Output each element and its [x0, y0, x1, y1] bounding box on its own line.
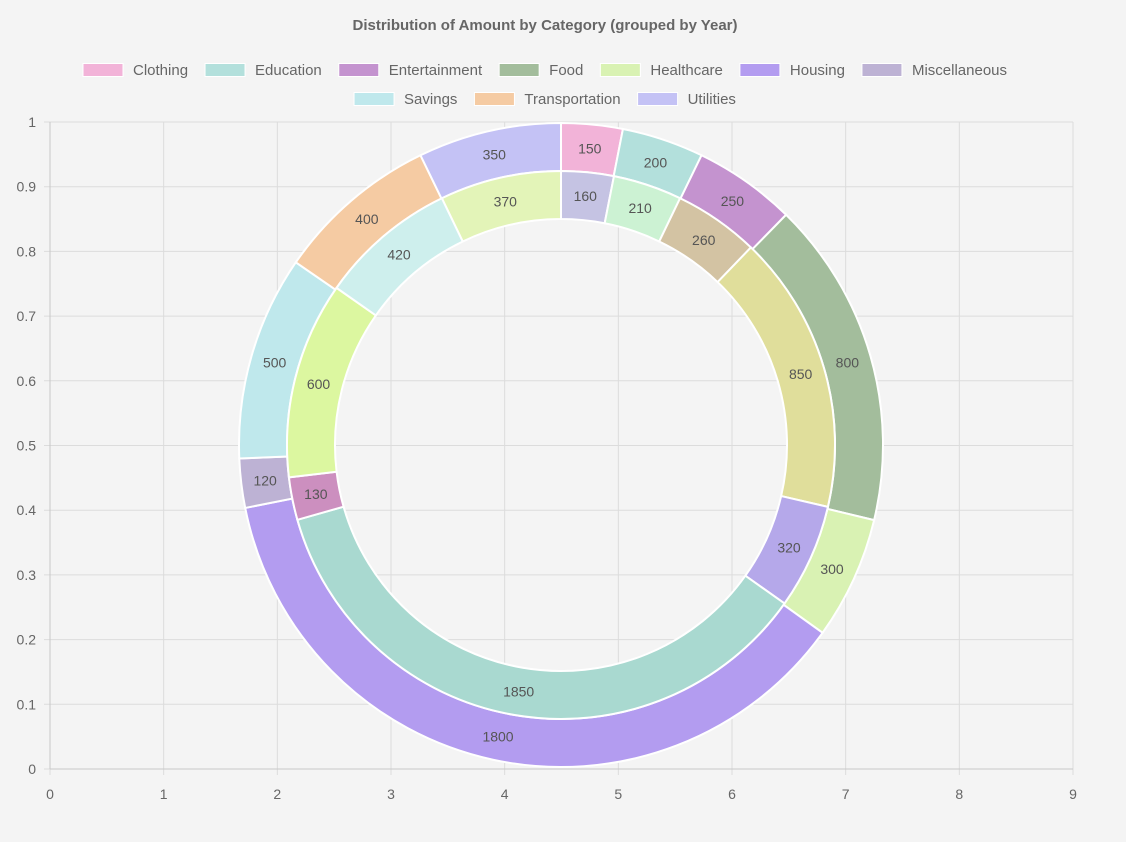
value-label: 500 [263, 354, 287, 370]
y-tick-label: 0.2 [17, 632, 37, 648]
legend: Clothing Education Entertainment Food Health… [82, 62, 1007, 108]
legend-label: Education [255, 62, 322, 79]
x-tick-label: 5 [614, 786, 622, 802]
legend-item-entertainment[interactable]: Entertainment [338, 62, 483, 79]
value-label: 800 [836, 354, 860, 370]
legend-item-clothing[interactable]: Clothing [82, 62, 188, 79]
value-label: 120 [253, 472, 277, 488]
legend-label: Savings [404, 91, 457, 108]
value-label: 150 [578, 140, 602, 156]
y-tick-label: 0.5 [17, 438, 37, 454]
chart-title: Distribution of Amount by Category (grou… [352, 17, 737, 34]
x-tick-label: 9 [1069, 786, 1077, 802]
segment-inner-9[interactable] [440, 169, 562, 243]
y-tick-label: 0.6 [17, 373, 37, 389]
legend-swatch [353, 92, 395, 106]
legend-swatch [861, 63, 903, 77]
legend-swatch [498, 63, 540, 77]
x-tick-label: 4 [501, 786, 509, 802]
y-tick-label: 0.1 [17, 696, 37, 712]
legend-item-education[interactable]: Education [204, 62, 322, 79]
value-label: 400 [355, 211, 379, 227]
legend-item-food[interactable]: Food [498, 62, 583, 79]
legend-label: Food [549, 62, 583, 79]
value-label: 200 [644, 154, 668, 170]
legend-item-housing[interactable]: Housing [739, 62, 845, 79]
value-label: 260 [692, 232, 716, 248]
y-tick-label: 0 [28, 761, 36, 777]
x-tick-label: 0 [46, 786, 54, 802]
value-label: 370 [494, 193, 518, 209]
legend-label: Clothing [133, 62, 188, 79]
value-label: 1850 [503, 683, 534, 699]
legend-item-healthcare[interactable]: Healthcare [599, 62, 723, 79]
legend-item-savings[interactable]: Savings [353, 91, 457, 108]
value-labels: 150 200 250 800 300 1800 120 500 400 350 160 210 260… [253, 140, 859, 744]
y-tick-label: 0.7 [17, 308, 37, 324]
y-tick-label: 0.3 [17, 567, 37, 583]
value-label: 210 [628, 200, 652, 216]
legend-label: Transportation [524, 91, 620, 108]
value-label: 250 [721, 193, 745, 209]
y-tick-label: 0.8 [17, 243, 37, 259]
legend-label: Entertainment [389, 62, 483, 79]
legend-swatch [82, 63, 124, 77]
x-tick-label: 8 [955, 786, 963, 802]
rings [238, 121, 884, 768]
x-tick-label: 6 [728, 786, 736, 802]
legend-label: Housing [790, 62, 845, 79]
x-tick-label: 2 [273, 786, 281, 802]
legend-label: Utilities [688, 91, 736, 108]
value-label: 420 [387, 247, 411, 263]
x-tick-label: 7 [842, 786, 850, 802]
y-tick-label: 1 [28, 114, 36, 130]
legend-item-transportation[interactable]: Transportation [473, 91, 621, 108]
legend-label: Healthcare [650, 62, 723, 79]
legend-item-miscellaneous[interactable]: Miscellaneous [861, 62, 1007, 79]
axes: 0 1 2 3 4 5 6 7 8 9 0 0.1 0.2 0.3 0.4 0.5 0.6 0.7 0.8 0.9 1 [17, 114, 1078, 802]
y-tick-label: 0.4 [17, 502, 37, 518]
legend-swatch [473, 92, 515, 106]
value-label: 350 [483, 147, 507, 163]
legend-item-utilities[interactable]: Utilities [637, 91, 736, 108]
legend-swatch [599, 63, 641, 77]
legend-swatch [338, 63, 380, 77]
legend-swatch [204, 63, 246, 77]
x-tick-label: 1 [160, 786, 168, 802]
legend-label: Miscellaneous [912, 62, 1007, 79]
value-label: 130 [304, 486, 328, 502]
legend-swatch [739, 63, 781, 77]
value-label: 850 [789, 366, 813, 382]
legend-swatch [637, 92, 679, 106]
value-label: 1800 [482, 728, 513, 744]
value-label: 320 [777, 539, 801, 555]
value-label: 600 [307, 376, 331, 392]
value-label: 160 [574, 188, 598, 204]
y-tick-label: 0.9 [17, 179, 37, 195]
value-label: 300 [820, 561, 844, 577]
x-tick-label: 3 [387, 786, 395, 802]
